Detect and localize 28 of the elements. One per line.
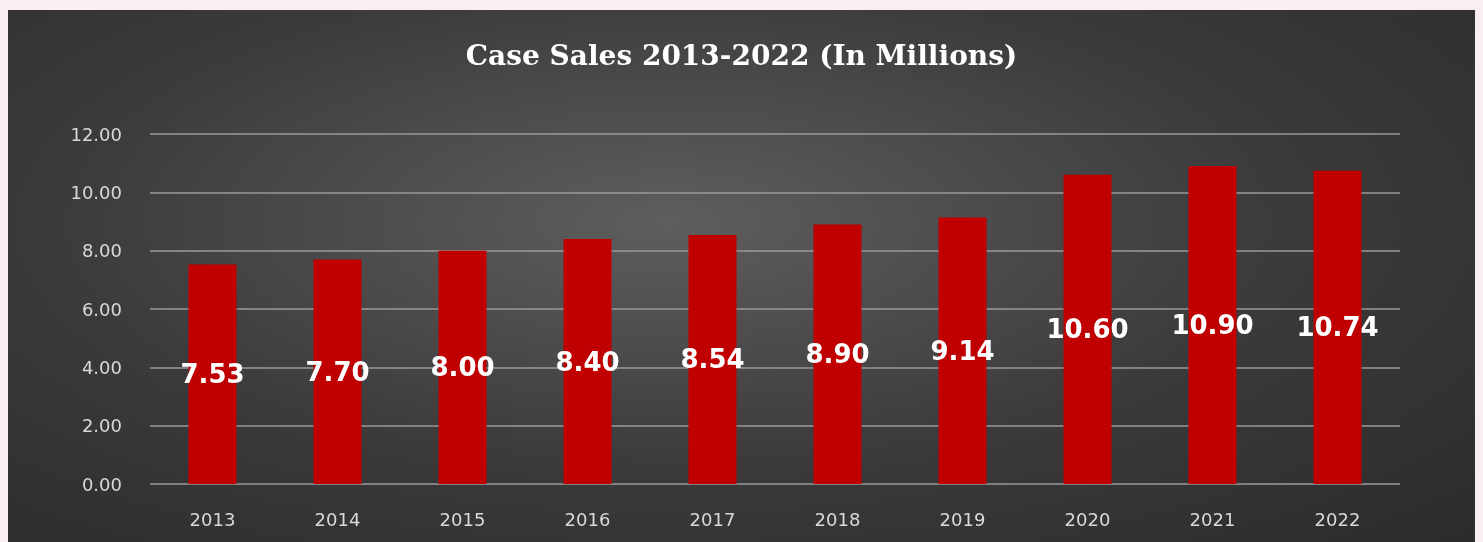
y-tick-label: 10.00 — [70, 181, 122, 203]
x-tick-label: 2017 — [689, 508, 736, 530]
y-tick-label: 12.00 — [70, 123, 122, 145]
data-label: 9.14 — [930, 335, 995, 366]
data-label: 10.74 — [1296, 312, 1379, 343]
data-label: 7.70 — [305, 356, 370, 387]
x-tick-label: 2020 — [1064, 508, 1111, 530]
y-tick-label: 2.00 — [81, 415, 122, 437]
x-tick-label: 2021 — [1189, 508, 1236, 530]
x-tick-label: 2018 — [814, 508, 861, 530]
data-label: 10.60 — [1046, 314, 1129, 345]
x-tick-label: 2013 — [189, 508, 236, 530]
y-tick-label: 8.00 — [81, 240, 122, 262]
data-label: 10.90 — [1171, 310, 1254, 341]
data-label: 8.00 — [430, 352, 495, 383]
x-tick-label: 2014 — [314, 508, 361, 530]
chart-title: Case Sales 2013-2022 (In Millions) — [465, 38, 1018, 72]
x-tick-label: 2022 — [1314, 508, 1361, 530]
x-tick-label: 2019 — [939, 508, 986, 530]
data-label: 8.90 — [805, 339, 870, 370]
data-label: 8.40 — [555, 346, 620, 377]
y-tick-label: 4.00 — [81, 356, 122, 378]
data-label: 7.53 — [180, 359, 245, 390]
data-label: 8.54 — [680, 344, 745, 375]
x-tick-label: 2015 — [439, 508, 486, 530]
y-tick-label: 6.00 — [81, 298, 122, 320]
y-tick-label: 0.00 — [81, 473, 122, 495]
x-tick-label: 2016 — [564, 508, 611, 530]
